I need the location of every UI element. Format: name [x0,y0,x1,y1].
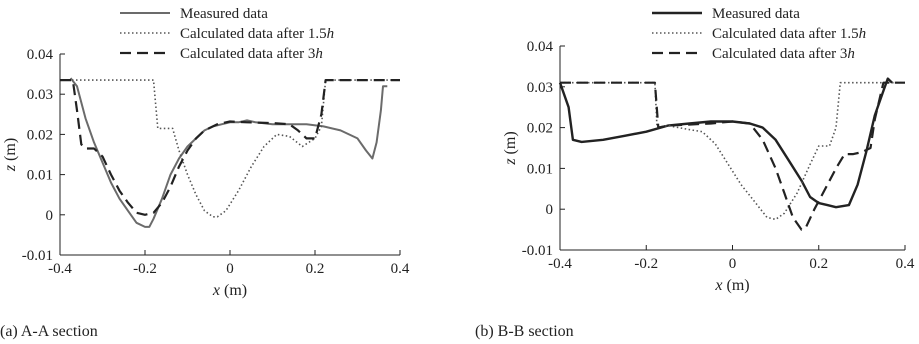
y-tick-label: 0.04 [27,47,54,63]
legend-entry: Calculated data after 1.5h [180,26,334,42]
x-tick-label: 0 [226,261,234,277]
legend-entry: Calculated data after 3h [712,46,855,62]
y-tick-label: 0.01 [527,161,553,177]
legend-entry: Measured data [712,6,800,22]
legend-entry: Calculated data after 1.5h [712,26,866,42]
chart-panel-b: -0.01 0 0.01 0.02 0.03 0.04 -0.4 -0.2 0 0.2 0.4 x (… [475,6,915,340]
x-tick-label: -0.4 [48,261,72,277]
y-tick-label: 0 [546,202,554,218]
y-tick-label: 0 [46,208,54,224]
y-axis-label: z (m) [502,131,519,165]
y-tick-label: 0.01 [27,168,53,184]
y-tick-label: 0.03 [27,87,53,103]
legend-entry: Calculated data after 3h [180,46,323,62]
x-tick-label: -0.2 [634,256,658,272]
x-axis-label: x (m) [714,277,749,294]
panel-caption: (b) B-B section [475,323,574,340]
legend: Measured data Calculated data after 1.5h C… [652,6,866,62]
x-tick-label: 0.4 [391,261,410,277]
panel-caption: (a) A-A section [0,323,98,340]
x-tick-label: -0.4 [548,256,572,272]
y-tick-label: 0.03 [527,80,553,96]
x-axis-label: x (m) [212,282,247,299]
chart-panel-a: -0.01 0 0.01 0.02 0.03 0.04 -0.4 -0.2 0 0.2 0.4 x (… [0,6,410,340]
x-tick-label: 0.2 [809,256,828,272]
series-line-2 [60,79,400,218]
y-tick-label: -0.01 [522,243,553,259]
legend-entry: Measured data [180,6,268,22]
series-line-3 [560,81,905,231]
y-tick-label: 0.02 [27,127,53,143]
legend: Measured data Calculated data after 1.5h C… [120,6,334,62]
series-line-3 [60,79,400,216]
x-tick-label: 0.2 [306,261,325,277]
y-axis-label: z (m) [2,138,19,172]
x-tick-label: 0 [729,256,737,272]
y-tick-label: -0.01 [22,248,53,264]
y-tick-label: 0.02 [527,121,553,137]
series-line-1 [558,77,893,209]
series-line-2 [560,81,905,221]
y-tick-label: 0.04 [527,39,554,55]
x-tick-label: 0.4 [896,256,915,272]
x-tick-label: -0.2 [133,261,157,277]
